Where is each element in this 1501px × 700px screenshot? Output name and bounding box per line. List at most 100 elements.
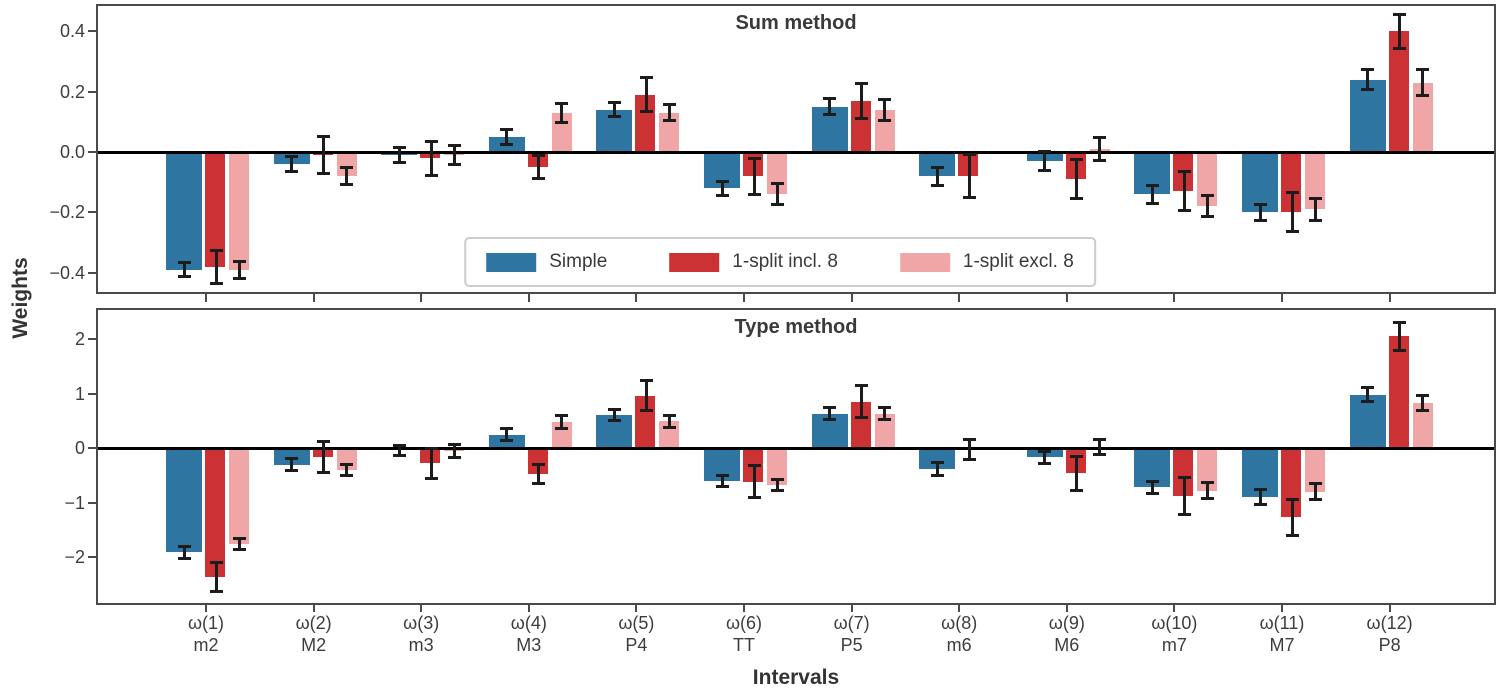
bar-1-split-excl-8 <box>1412 403 1433 448</box>
error-bar-cap <box>209 560 223 564</box>
error-bar-cap <box>500 128 514 132</box>
bar-simple <box>1242 152 1278 213</box>
bar-simple <box>1349 394 1386 448</box>
x-category-label-omega: ω(11) <box>1259 613 1305 633</box>
bar-1-split-incl-8 <box>850 401 871 448</box>
error-bar <box>667 103 671 122</box>
incl8-swatch-icon <box>669 252 720 272</box>
error-bar <box>860 385 864 418</box>
error-bar <box>1290 192 1294 233</box>
x-category-label-interval: P5 <box>840 635 863 655</box>
error-bar <box>214 561 218 593</box>
error-bar-cap <box>662 425 676 429</box>
error-bar <box>828 407 832 421</box>
x-category-label-omega: ω(4) <box>510 613 547 633</box>
error-bar-cap <box>447 144 461 148</box>
error-bar <box>345 167 349 185</box>
error-bar <box>935 166 939 186</box>
error-bar-cap <box>232 260 246 264</box>
bar-1-split-excl-8 <box>1197 152 1218 207</box>
error-bar <box>452 444 456 459</box>
error-bar-cap <box>209 248 223 252</box>
error-bar-cap <box>1361 88 1375 92</box>
error-bar-cap <box>1038 449 1052 453</box>
x-category-label-interval: M3 <box>516 635 542 655</box>
error-bar <box>1421 395 1425 412</box>
legend-item-1-split-excl-8: 1-split excl. 8 <box>899 251 1074 273</box>
y-tick <box>88 211 97 214</box>
x-tick <box>312 604 315 612</box>
bar-1-split-excl-8 <box>229 448 249 545</box>
error-bar-cap <box>855 116 869 120</box>
bar-1-split-excl-8 <box>229 152 249 270</box>
error-bar-cap <box>607 101 621 105</box>
x-tick <box>1388 294 1391 302</box>
bar-1-split-excl-8 <box>767 448 787 485</box>
y-tick <box>88 30 97 33</box>
error-bar <box>883 98 887 121</box>
x-category-label-omega: ω(10) <box>1151 613 1198 633</box>
error-bar <box>1258 488 1262 506</box>
error-bar-cap <box>447 456 461 460</box>
error-bar-cap <box>878 97 892 101</box>
x-tick <box>958 294 961 302</box>
x-category-label-omega: ω(3) <box>403 613 440 633</box>
error-bar <box>644 379 648 412</box>
y-tick-label: 0.0 <box>59 142 85 162</box>
error-bar-cap <box>177 556 191 560</box>
bar-1-split-excl-8 <box>874 413 895 448</box>
error-bar-cap <box>392 443 406 447</box>
error-bar <box>1043 151 1047 172</box>
error-bar-cap <box>1308 218 1322 222</box>
error-bar-cap <box>715 179 729 183</box>
error-bar-cap <box>878 418 892 422</box>
error-bar <box>720 180 724 196</box>
error-bar-cap <box>285 170 299 174</box>
error-bar-cap <box>823 406 837 410</box>
x-tick <box>1173 604 1176 612</box>
bar-1-split-incl-8 <box>1388 31 1409 152</box>
error-bar-cap <box>1093 438 1107 442</box>
error-bar-cap <box>855 416 869 420</box>
x-category-label-interval: TT <box>733 635 755 655</box>
x-tick <box>205 294 207 302</box>
error-bar <box>290 458 294 472</box>
bar-simple <box>166 448 202 553</box>
bar-1-split-excl-8 <box>1197 448 1218 491</box>
error-bar <box>1421 69 1425 96</box>
error-bar-cap <box>747 192 761 196</box>
error-bar <box>322 441 326 474</box>
x-category-label-interval: M2 <box>301 635 327 655</box>
error-bar-cap <box>1416 409 1430 413</box>
error-bar <box>1182 171 1186 212</box>
error-bar-cap <box>1253 218 1267 222</box>
error-bar-cap <box>532 154 546 158</box>
error-bar-cap <box>1308 497 1322 501</box>
error-bar <box>644 77 648 112</box>
error-bar <box>345 463 349 476</box>
error-bar-cap <box>1177 170 1191 174</box>
error-bar <box>1098 137 1102 161</box>
sum-method-plot-frame <box>96 4 1496 294</box>
y-tick <box>88 556 97 558</box>
x-category-label-interval: m2 <box>193 635 219 655</box>
error-bar-cap <box>1200 497 1214 501</box>
error-bar-cap <box>1416 394 1430 398</box>
error-bar-cap <box>1200 215 1214 219</box>
error-bar-cap <box>392 146 406 150</box>
error-bar <box>967 439 971 460</box>
x-tick <box>743 604 745 612</box>
error-bar-cap <box>770 203 784 207</box>
error-bar-cap <box>1393 348 1407 352</box>
x-category-label-interval: M6 <box>1054 635 1080 655</box>
error-bar-cap <box>607 407 621 411</box>
y-tick-label: 0.4 <box>59 21 85 42</box>
error-bar-cap <box>317 440 331 444</box>
error-bar-cap <box>177 261 191 265</box>
error-bar-cap <box>1038 150 1052 154</box>
error-bar-cap <box>662 413 676 417</box>
error-bar-cap <box>1070 197 1084 201</box>
error-bar <box>1290 498 1294 536</box>
error-bar-cap <box>232 276 246 280</box>
error-bar-cap <box>1177 475 1191 479</box>
